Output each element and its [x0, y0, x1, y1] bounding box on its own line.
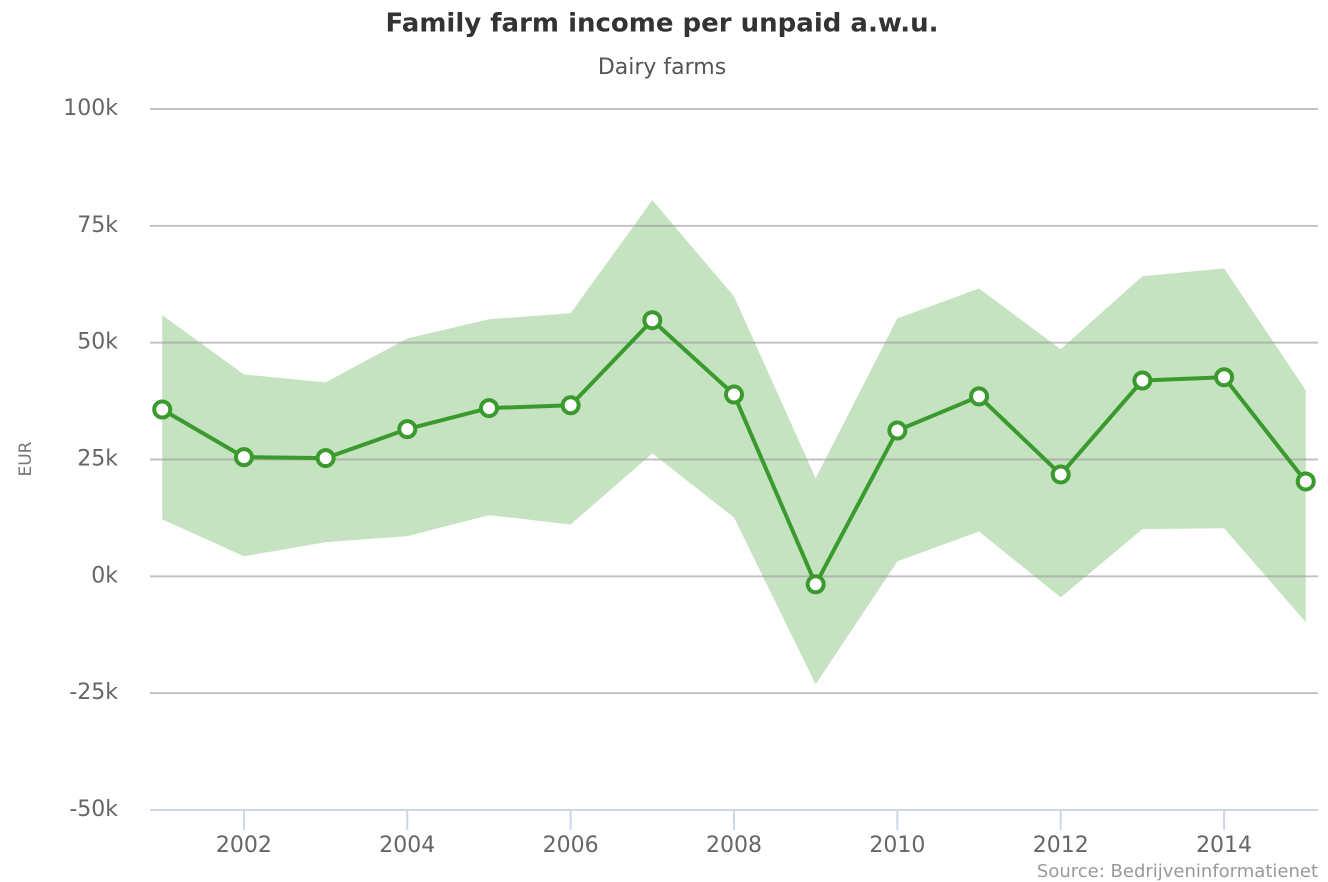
data-point [1050, 464, 1071, 485]
data-point [233, 447, 254, 468]
data-point [397, 419, 418, 440]
y-tick-label: 100k [63, 96, 118, 121]
x-tick-label: 2002 [216, 833, 272, 858]
chart-title: Family farm income per unpaid a.w.u. [386, 9, 939, 39]
data-point [1295, 471, 1316, 492]
y-tick-label: -25k [69, 680, 118, 705]
y-tick-label: -50k [69, 797, 118, 822]
data-point [478, 398, 499, 419]
y-tick-label: 25k [77, 447, 118, 472]
data-point [152, 399, 173, 420]
data-point [805, 574, 826, 595]
y-axis-label: EUR [16, 441, 36, 476]
y-tick-label: 50k [77, 330, 118, 355]
y-tick-label: 75k [77, 213, 118, 238]
x-tick-label: 2004 [379, 833, 435, 858]
data-point [887, 420, 908, 441]
x-tick-label: 2008 [706, 833, 762, 858]
range-band [162, 200, 1306, 685]
x-tick-label: 2006 [543, 833, 599, 858]
chart-subtitle: Dairy farms [598, 55, 726, 80]
data-point [969, 386, 990, 407]
data-point [724, 384, 744, 405]
x-tick-label: 2012 [1033, 833, 1089, 858]
y-tick-label: 0k [91, 563, 118, 588]
data-point [560, 395, 581, 416]
source: Source: Bedrijveninformatienet [1037, 861, 1318, 882]
data-point [1214, 367, 1235, 388]
x-tick-label: 2010 [869, 833, 925, 858]
data-point [642, 310, 663, 331]
x-tick-label: 2014 [1196, 833, 1252, 858]
data-point [315, 448, 336, 469]
data-point [1132, 370, 1153, 391]
